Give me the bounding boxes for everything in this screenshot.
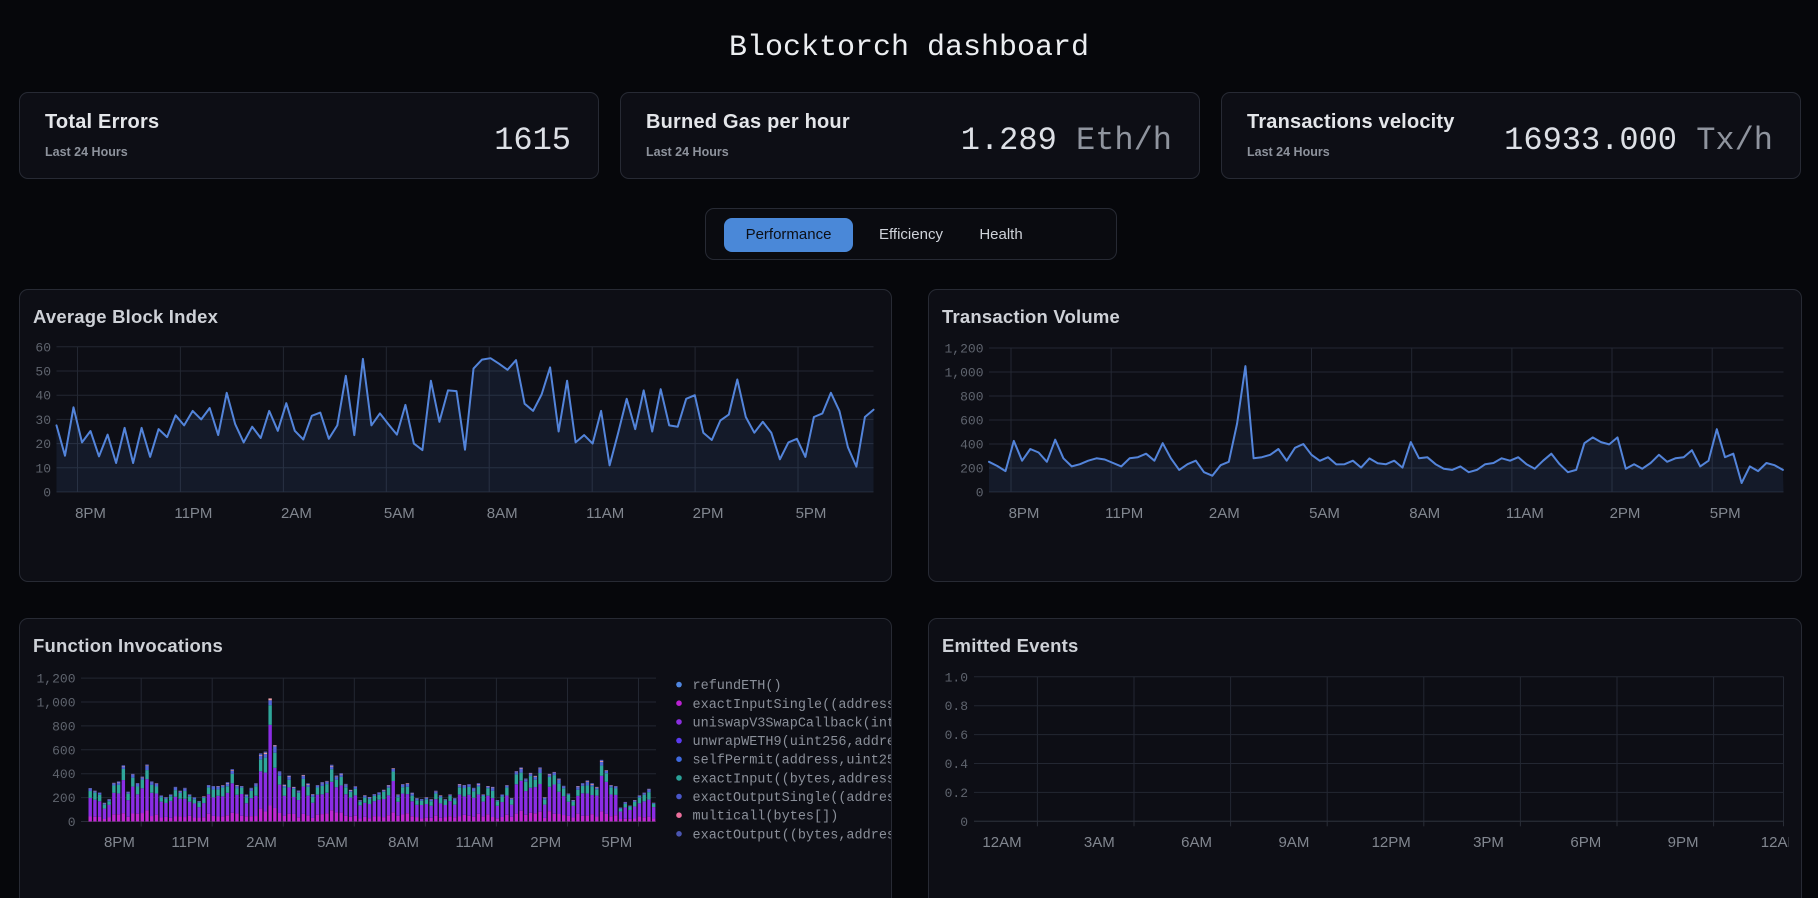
svg-text:600: 600 xyxy=(52,743,75,758)
svg-text:8PM: 8PM xyxy=(75,505,106,522)
svg-text:10: 10 xyxy=(35,461,51,476)
svg-text:8AM: 8AM xyxy=(1409,505,1440,522)
svg-text:8PM: 8PM xyxy=(1009,505,1040,522)
svg-text:2AM: 2AM xyxy=(246,834,277,851)
svg-text:2PM: 2PM xyxy=(1610,505,1641,522)
svg-text:800: 800 xyxy=(960,390,983,405)
svg-text:3PM: 3PM xyxy=(1473,834,1504,851)
svg-text:0: 0 xyxy=(960,815,968,830)
svg-text:0: 0 xyxy=(43,486,51,501)
svg-text:5PM: 5PM xyxy=(1710,505,1741,522)
svg-text:0: 0 xyxy=(68,815,76,830)
svg-text:8PM: 8PM xyxy=(104,834,135,851)
svg-text:30: 30 xyxy=(35,413,51,428)
svg-text:5AM: 5AM xyxy=(317,834,348,851)
svg-text:2AM: 2AM xyxy=(1209,505,1240,522)
svg-text:0.8: 0.8 xyxy=(945,699,968,714)
svg-text:50: 50 xyxy=(35,365,51,380)
svg-text:1.0: 1.0 xyxy=(945,670,968,685)
svg-text:8AM: 8AM xyxy=(487,505,518,522)
svg-text:0.2: 0.2 xyxy=(945,786,968,801)
svg-text:1,200: 1,200 xyxy=(36,672,75,687)
svg-text:exactInputSingle((address,addr: exactInputSingle((address,address,uint2 xyxy=(693,698,893,713)
svg-text:40: 40 xyxy=(35,389,51,404)
svg-text:exactOutputSingle((address,add: exactOutputSingle((address,address,uint xyxy=(693,791,893,806)
svg-text:exactOutput((bytes,address,uin: exactOutput((bytes,address,uint256,uint xyxy=(693,828,893,843)
svg-text:1,000: 1,000 xyxy=(944,366,983,381)
svg-text:multicall(bytes[]): multicall(bytes[]) xyxy=(693,810,839,825)
svg-text:0.6: 0.6 xyxy=(945,728,968,743)
svg-text:11PM: 11PM xyxy=(1105,505,1143,522)
svg-text:12AM: 12AM xyxy=(982,834,1021,851)
svg-text:2PM: 2PM xyxy=(530,834,561,851)
svg-text:unwrapWETH9(uint256,address): unwrapWETH9(uint256,address) xyxy=(693,735,893,750)
svg-text:6AM: 6AM xyxy=(1181,834,1212,851)
svg-text:5PM: 5PM xyxy=(601,834,632,851)
svg-text:12PM: 12PM xyxy=(1372,834,1411,851)
svg-text:5AM: 5AM xyxy=(384,505,415,522)
svg-text:5PM: 5PM xyxy=(796,505,827,522)
svg-text:selfPermit(address,uint256,uin: selfPermit(address,uint256,uint256,uint xyxy=(693,754,893,769)
svg-text:12AM: 12AM xyxy=(1761,834,1789,851)
svg-text:200: 200 xyxy=(52,791,75,806)
svg-text:600: 600 xyxy=(960,414,983,429)
svg-text:0: 0 xyxy=(976,486,984,501)
svg-text:200: 200 xyxy=(960,462,983,477)
svg-text:11AM: 11AM xyxy=(586,505,624,522)
svg-text:20: 20 xyxy=(35,437,51,452)
svg-text:2PM: 2PM xyxy=(693,505,724,522)
svg-text:400: 400 xyxy=(960,438,983,453)
svg-text:11PM: 11PM xyxy=(171,834,209,851)
svg-text:9PM: 9PM xyxy=(1668,834,1699,851)
svg-text:11AM: 11AM xyxy=(1506,505,1544,522)
svg-text:2AM: 2AM xyxy=(281,505,312,522)
svg-text:5AM: 5AM xyxy=(1309,505,1340,522)
svg-text:60: 60 xyxy=(35,340,51,355)
svg-text:3AM: 3AM xyxy=(1084,834,1115,851)
svg-text:11PM: 11PM xyxy=(174,505,212,522)
svg-text:uniswapV3SwapCallback(int256,i: uniswapV3SwapCallback(int256,int256,byt xyxy=(693,716,893,731)
svg-text:0.4: 0.4 xyxy=(945,757,969,772)
svg-text:800: 800 xyxy=(52,719,75,734)
svg-text:11AM: 11AM xyxy=(456,834,494,851)
svg-text:exactInput((bytes,address,uint: exactInput((bytes,address,uint256,uint2 xyxy=(693,772,893,787)
svg-text:6PM: 6PM xyxy=(1570,834,1601,851)
svg-text:refundETH(): refundETH() xyxy=(693,679,782,694)
svg-text:9AM: 9AM xyxy=(1278,834,1309,851)
svg-text:8AM: 8AM xyxy=(388,834,419,851)
svg-text:1,200: 1,200 xyxy=(944,342,983,357)
svg-text:1,000: 1,000 xyxy=(36,696,75,711)
svg-text:400: 400 xyxy=(52,767,75,782)
